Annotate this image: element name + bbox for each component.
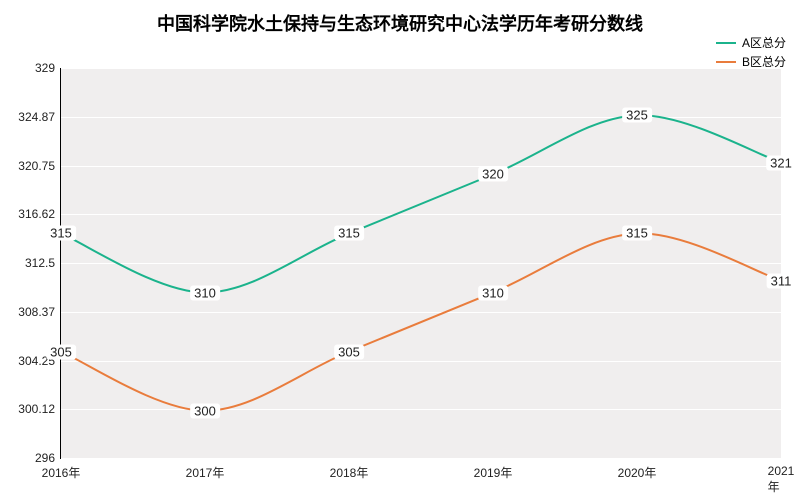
legend-swatch [716, 61, 736, 63]
y-tick: 316.62 [11, 207, 55, 221]
y-tick: 296 [11, 451, 55, 465]
y-tick: 320.75 [11, 159, 55, 173]
legend-label: A区总分 [742, 34, 786, 51]
data-label: 311 [767, 273, 796, 288]
x-tick: 2016年 [42, 464, 81, 481]
plot-area: 296300.12304.25308.37312.5316.62320.7532… [60, 68, 781, 459]
chart-title: 中国科学院水土保持与生态环境研究中心法学历年考研分数线 [0, 10, 800, 36]
data-label: 315 [622, 226, 652, 241]
x-tick: 2019年 [474, 464, 513, 481]
gridline [61, 458, 781, 459]
x-tick: 2017年 [186, 464, 225, 481]
data-label: 310 [478, 285, 508, 300]
data-label: 305 [46, 344, 76, 359]
y-tick: 312.5 [11, 256, 55, 270]
data-label: 320 [478, 167, 508, 182]
line-chart: 中国科学院水土保持与生态环境研究中心法学历年考研分数线 A区总分B区总分 296… [0, 0, 800, 500]
y-tick: 308.37 [11, 305, 55, 319]
legend-swatch [716, 42, 736, 44]
x-tick: 2021年 [768, 464, 795, 495]
data-label: 325 [622, 108, 652, 123]
series-line [61, 115, 781, 292]
x-tick: 2018年 [330, 464, 369, 481]
data-label: 315 [46, 226, 76, 241]
x-tick: 2020年 [618, 464, 657, 481]
data-label: 321 [766, 155, 796, 170]
y-tick: 324.87 [11, 110, 55, 124]
data-label: 310 [190, 285, 220, 300]
y-tick: 300.12 [11, 402, 55, 416]
y-tick: 329 [11, 61, 55, 75]
data-label: 300 [190, 403, 220, 418]
data-label: 315 [334, 226, 364, 241]
series-line [61, 233, 781, 410]
legend: A区总分B区总分 [716, 34, 786, 72]
series-svg [61, 68, 781, 458]
legend-item: A区总分 [716, 34, 786, 51]
data-label: 305 [334, 344, 364, 359]
